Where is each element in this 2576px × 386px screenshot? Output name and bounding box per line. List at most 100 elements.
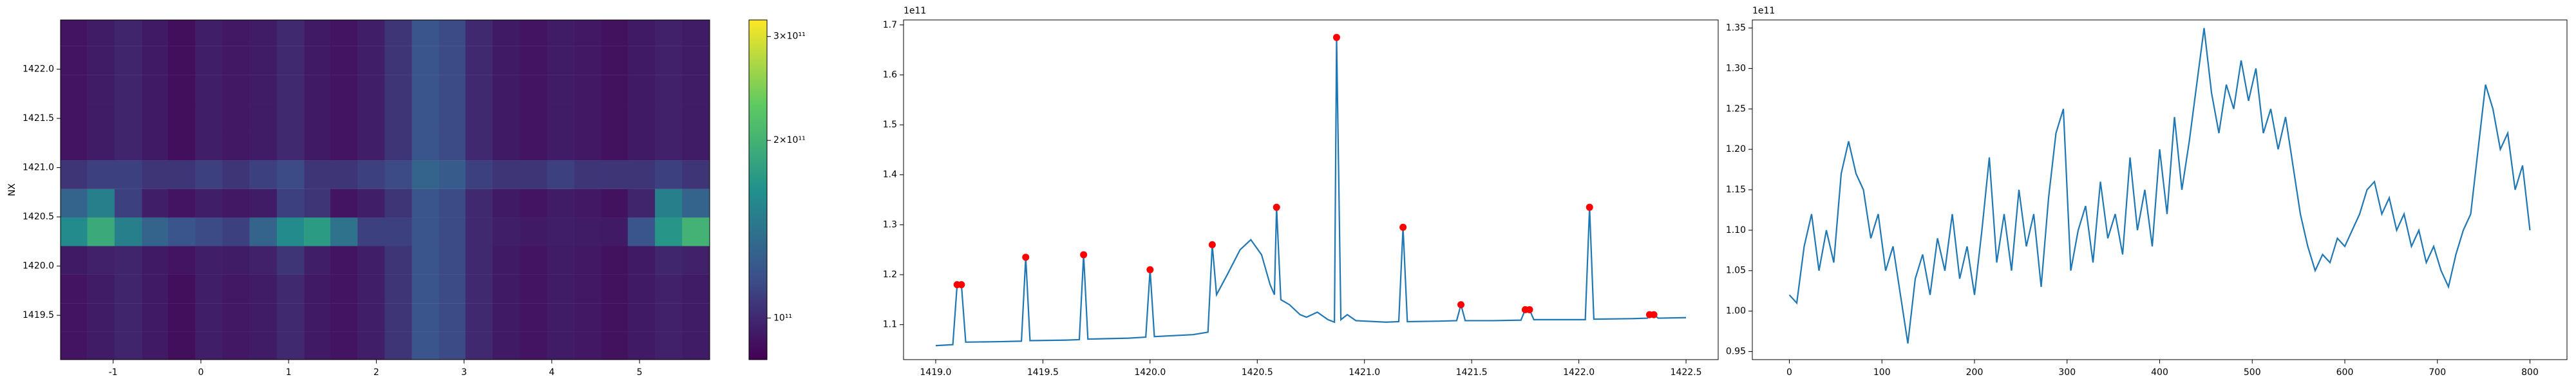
- heatmap-cell: [195, 331, 223, 360]
- heatmap-cell: [492, 75, 520, 104]
- heatmap-cell: [142, 160, 169, 189]
- heatmap-cell: [412, 303, 440, 332]
- heatmap-cell: [61, 160, 88, 189]
- heatmap-cell: [439, 46, 467, 75]
- heatmap-cell: [357, 103, 385, 133]
- heatmap-cell: [330, 274, 358, 304]
- heatmap-cell: [439, 217, 467, 246]
- y-tick-label: 1.25: [1726, 104, 1746, 114]
- heatmap-cell: [384, 274, 412, 304]
- heatmap-cell: [520, 20, 547, 46]
- heatmap-cell: [114, 75, 142, 104]
- heatmap-cell: [439, 246, 467, 275]
- heatmap-cell: [627, 20, 656, 46]
- colorbar-tick-label: 3×10¹¹: [773, 32, 806, 42]
- y-tick-label: 1419.5: [23, 310, 54, 320]
- heatmap-cell: [114, 131, 142, 161]
- heatmap-cell: [249, 46, 278, 75]
- heatmap-cell: [222, 274, 250, 304]
- x-tick-label: 1420.0: [1134, 367, 1166, 378]
- heatmap-cell: [492, 160, 520, 189]
- y-tick-label: 1.6: [883, 69, 897, 80]
- x-tick-label: 600: [2336, 367, 2354, 378]
- heatmap-cell: [114, 188, 142, 218]
- x-tick-label: 2: [374, 367, 379, 378]
- heatmap-cell: [87, 274, 115, 304]
- heatmap-cell: [330, 160, 358, 189]
- heatmap-cell: [87, 20, 115, 46]
- heatmap-cell: [520, 46, 547, 75]
- heatmap-cell: [142, 188, 169, 218]
- peak-marker: [1332, 33, 1340, 41]
- heatmap-cell: [412, 46, 440, 75]
- heatmap-cell: [654, 246, 683, 275]
- heatmap-cell: [87, 188, 115, 218]
- heatmap-cell: [492, 246, 520, 275]
- y-tick-label: 1.2: [883, 270, 897, 280]
- heatmap-cell: [167, 103, 196, 133]
- heatmap-cell: [547, 331, 574, 360]
- heatmap-cell: [195, 188, 223, 218]
- heatmap-cell: [627, 188, 656, 218]
- heatmap-cell: [412, 20, 440, 46]
- heatmap-cell: [167, 274, 196, 304]
- heatmap-cell: [492, 331, 520, 360]
- heatmap-cell: [627, 274, 656, 304]
- heatmap-cell: [142, 303, 169, 332]
- y-tick-label: 1.00: [1726, 306, 1746, 317]
- heatmap-cell: [654, 274, 683, 304]
- heatmap-cell: [61, 131, 88, 161]
- heatmap-cell: [682, 75, 710, 104]
- heatmap-cell: [654, 188, 683, 218]
- heatmap-cell: [222, 75, 250, 104]
- heatmap-cell: [167, 160, 196, 189]
- heatmap-cell: [304, 274, 332, 304]
- heatmap-cell: [412, 274, 440, 304]
- heatmap-cell: [601, 103, 629, 133]
- heatmap-cell: [142, 246, 169, 275]
- heatmap-cell: [222, 303, 250, 332]
- heatmap-cell: [465, 331, 493, 360]
- heatmap-cell: [627, 303, 656, 332]
- heatmap-cell: [520, 103, 547, 133]
- heatmap-cell: [142, 274, 169, 304]
- x-tick-label: 1419.5: [1027, 367, 1059, 378]
- peak-marker: [1022, 253, 1030, 261]
- heatmap-cell: [465, 274, 493, 304]
- heatmap-cell: [222, 46, 250, 75]
- heatmap-cell: [114, 331, 142, 360]
- heatmap-cell: [682, 274, 710, 304]
- heatmap-cell: [167, 331, 196, 360]
- heatmap-cell: [574, 46, 602, 75]
- heatmap-cell: [357, 188, 385, 218]
- heatmap-cell: [222, 20, 250, 46]
- heatmap-cell: [601, 331, 629, 360]
- heatmap-cell: [412, 103, 440, 133]
- y-tick-label: 1.10: [1726, 225, 1746, 235]
- heatmap-cell: [520, 131, 547, 161]
- heatmap-cell: [547, 20, 574, 46]
- heatmap-cell: [547, 274, 574, 304]
- heatmap-cell: [574, 75, 602, 104]
- heatmap-cell: [304, 160, 332, 189]
- heatmap-cell: [304, 75, 332, 104]
- x-tick-label: 300: [2058, 367, 2076, 378]
- heatmap-cell: [574, 331, 602, 360]
- heatmap-cell: [439, 160, 467, 189]
- y-tick-label: 1.20: [1726, 144, 1746, 154]
- heatmap-cell: [520, 274, 547, 304]
- heatmap-cell: [249, 131, 278, 161]
- heatmap-cell: [222, 331, 250, 360]
- peak-marker: [1146, 266, 1154, 273]
- heatmap-cell: [547, 46, 574, 75]
- heatmap-cell: [142, 217, 169, 246]
- heatmap-cell: [492, 188, 520, 218]
- heatmap-cell: [195, 75, 223, 104]
- heatmap-cell: [304, 217, 332, 246]
- x-tick-label: 5: [637, 367, 643, 378]
- heatmap-cell: [195, 103, 223, 133]
- heatmap-cell: [601, 46, 629, 75]
- heatmap-cell: [601, 274, 629, 304]
- heatmap-cell: [276, 274, 305, 304]
- peak-marker: [1080, 251, 1088, 259]
